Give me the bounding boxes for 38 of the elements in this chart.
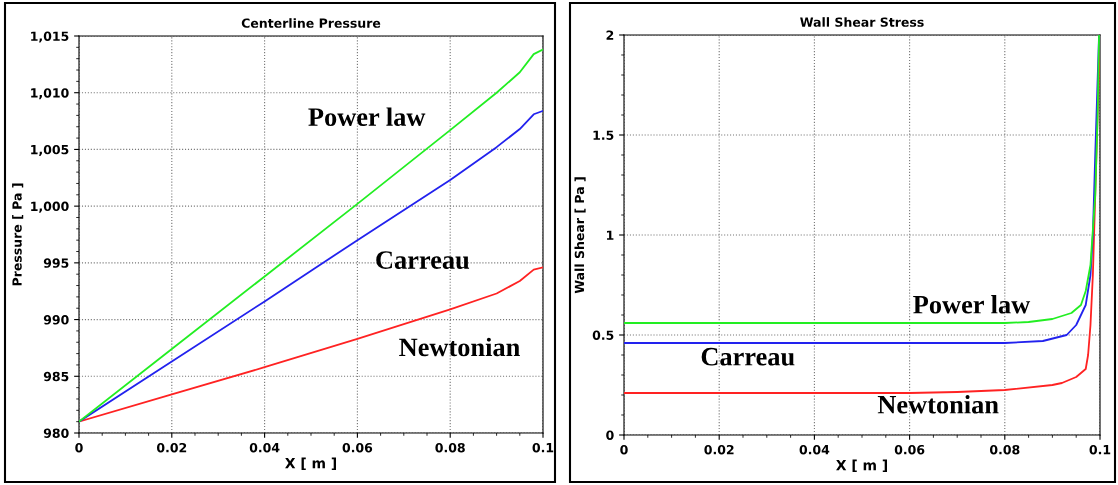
x-tick-label: 0.08 <box>989 444 1020 455</box>
y-axis-title: Wall Shear [ Pa ] <box>574 177 586 294</box>
x-tick-label: 0.02 <box>156 442 187 453</box>
y-tick-label: 985 <box>43 371 69 382</box>
x-tick-label: 0 <box>75 442 83 453</box>
series-label: Carreau <box>376 251 470 269</box>
y-tick-label: 990 <box>43 315 69 325</box>
y-axis-title: Pressure [ Pa ] <box>12 183 24 286</box>
x-tick-label: 0 <box>620 444 628 455</box>
chart-title: Centerline Pressure <box>241 18 381 28</box>
y-tick-label: 2 <box>606 30 614 40</box>
x-axis-title: X [ m ] <box>285 457 336 470</box>
x-tick-label: 0.08 <box>435 442 465 453</box>
series-label: Power law <box>308 107 426 126</box>
series-label: Carreau <box>701 347 795 366</box>
x-axis-title: X [ m ] <box>836 459 887 472</box>
y-tick-label: 0.5 <box>592 330 614 340</box>
x-tick-label: 0.06 <box>894 444 925 455</box>
y-tick-label: 0 <box>606 430 614 440</box>
x-tick-label: 0.06 <box>342 442 373 453</box>
x-tick-label: 0.04 <box>249 442 280 453</box>
line-series <box>79 48 543 423</box>
y-tick-label: 1 <box>606 230 614 240</box>
x-tick-label: 0.02 <box>704 444 734 455</box>
series-label: Power law <box>913 295 1031 314</box>
y-tick-label: 980 <box>43 428 69 438</box>
x-tick-label: 0.1 <box>532 442 554 453</box>
y-tick-label: 1,010 <box>31 88 69 100</box>
y-tick-label: 1.5 <box>593 130 614 140</box>
y-tick-label: 1,015 <box>31 31 69 43</box>
x-tick-label: 0.1 <box>1089 444 1111 455</box>
chart-title: Wall Shear Stress <box>800 17 924 27</box>
y-tick-label: 1,005 <box>31 144 69 156</box>
series-label: Newtonian <box>399 337 520 357</box>
y-tick-label: 1,000 <box>31 201 69 213</box>
x-tick-label: 0.04 <box>799 444 830 455</box>
y-tick-label: 995 <box>43 258 69 268</box>
series-label: Newtonian <box>877 395 999 414</box>
